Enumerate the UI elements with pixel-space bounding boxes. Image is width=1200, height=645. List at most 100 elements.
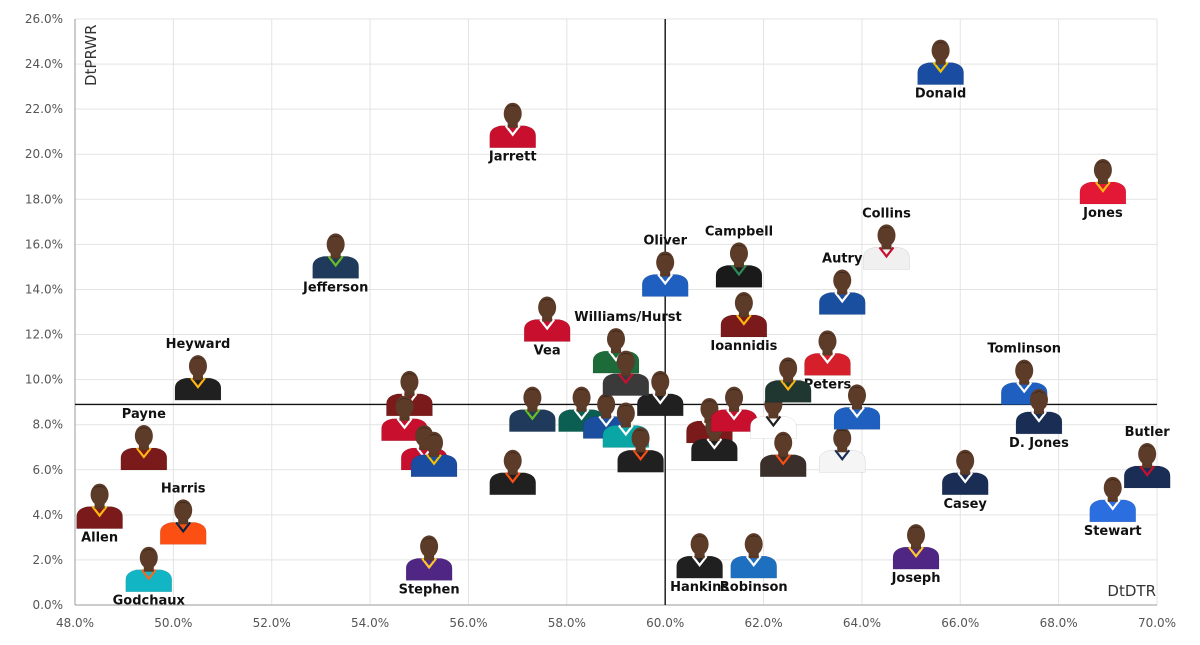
player-marker [489,449,536,496]
player-collar [504,472,521,484]
player-hair [744,535,763,542]
player-hair [616,404,635,411]
player-collar [617,372,634,385]
player-jersey [489,472,536,496]
player-collar [140,569,157,581]
player-label: Peters [804,377,852,392]
player-hair [1138,445,1157,452]
player-marker [617,427,664,473]
player-head [1029,388,1048,411]
player-collar [957,472,974,484]
player-collar [421,557,437,570]
player-label: Payne [122,407,166,422]
player-jersey [120,447,168,471]
player-hair [607,330,625,337]
player-hair [725,389,744,395]
player-marker [818,427,866,473]
x-axis-title: DtDTR [1107,582,1156,600]
y-tick-label: 6.0% [33,463,64,477]
player-jersey [1089,499,1136,523]
player-hair [1015,362,1034,368]
player-marker [410,431,458,478]
player-marker [637,370,684,417]
player-marker [1000,359,1048,405]
player-hair [139,549,158,555]
player-collar [932,61,949,74]
player-hair [833,271,852,278]
player-jersey [764,380,812,403]
player-head [931,39,950,62]
player-collar [908,546,924,558]
player-marker [1015,388,1063,435]
player-hair [931,42,950,48]
y-tick-label: 18.0% [25,192,63,206]
player-jersey [602,373,650,396]
player-jersey [691,438,738,462]
player-hair [774,434,793,440]
player-hair [174,501,193,508]
player-collar [1095,181,1111,193]
y-tick-label: 8.0% [33,418,64,432]
player-head [779,357,798,380]
x-tick-label: 58.0% [548,616,586,630]
player-head [90,483,109,506]
y-tick-label: 4.0% [33,508,64,522]
player-marker [405,535,453,581]
player-hair [420,537,439,544]
player-head [597,393,616,416]
player-collar [1016,381,1033,394]
player-hair [651,373,670,379]
player-hair [572,389,591,395]
player-collar [190,377,206,389]
player-marker [941,449,989,496]
x-tick-label: 50.0% [154,616,192,630]
player-marker [676,533,723,579]
player-collar [765,415,782,428]
player-collar [1139,465,1156,477]
player-head [1093,159,1112,182]
player-head [420,535,439,558]
player-label: Stephen [399,582,460,597]
player-head [774,431,793,454]
player-label: Ioannidis [710,339,777,354]
player-marker [710,386,758,432]
player-hair [700,400,719,406]
y-tick-label: 14.0% [25,282,63,296]
player-hair [1029,391,1048,397]
player-collar [617,424,634,437]
player-collar [731,264,747,277]
player-hair [833,429,852,436]
player-collar [175,521,192,534]
player-collar [878,246,895,259]
player-head [631,427,650,450]
player-hair [847,386,866,393]
player-hair [907,526,926,533]
y-tick-label: 10.0% [25,373,63,387]
x-tick-label: 66.0% [941,616,979,630]
player-hair [503,105,522,111]
player-hair [1103,479,1122,485]
y-tick-label: 26.0% [25,12,63,26]
y-tick-label: 20.0% [25,147,63,161]
x-tick-label: 48.0% [56,616,94,630]
player-marker [917,39,964,85]
player-label: Collins [862,206,911,221]
player-hair [90,486,109,492]
player-jersey [637,393,684,417]
player-marker [759,431,807,478]
player-marker [764,357,812,403]
player-jersey [818,449,866,473]
player-marker [730,533,777,579]
player-jersey [759,454,807,478]
player-jersey [159,522,207,545]
player-marker [715,242,763,288]
player-collar [598,415,615,428]
player-marker [804,330,851,376]
player-hair [523,389,542,395]
player-collar [834,449,851,462]
player-jersey [174,377,222,401]
player-label: Joseph [891,571,941,586]
player-label: Jones [1082,206,1123,221]
player-collar [396,418,413,430]
player-hair [631,429,650,436]
